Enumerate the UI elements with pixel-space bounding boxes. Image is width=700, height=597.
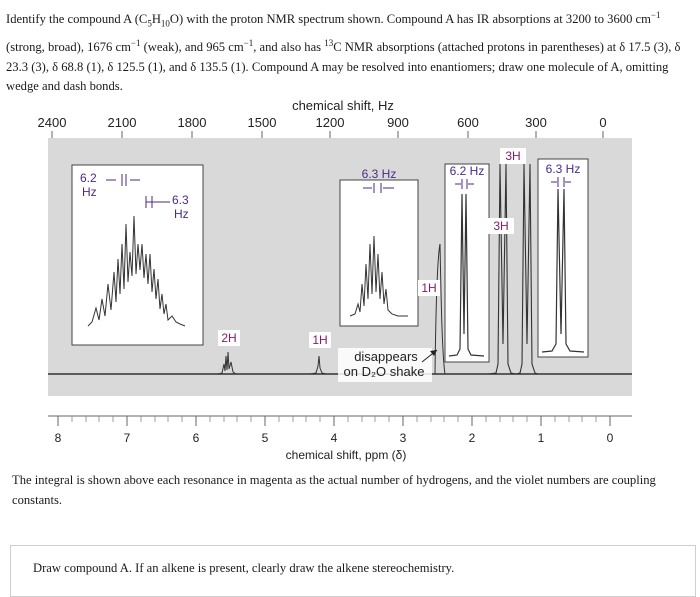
- bottom-tick-5: 5: [262, 431, 269, 445]
- top-tick-1200: 1200: [316, 115, 345, 130]
- coupling-6-3-middle: 6.3 Hz: [362, 167, 397, 181]
- bottom-tick-7: 7: [124, 431, 131, 445]
- answer-prompt: Draw compound A. If an alkene is present…: [33, 561, 455, 575]
- peak-doublet-main-b: [515, 163, 539, 375]
- top-tick-1800: 1800: [178, 115, 207, 130]
- note-arrowhead: [430, 350, 437, 356]
- top-tick-600: 600: [457, 115, 479, 130]
- doublet-trace-3h-b: [541, 188, 585, 353]
- coupling-markers: [106, 174, 571, 208]
- coupling-6-3-left-value: 6.3: [172, 193, 189, 207]
- top-tick-1500: 1500: [248, 115, 277, 130]
- bottom-axis-title: chemical shift, ppm (δ): [286, 448, 407, 462]
- peak-broad-oh: [434, 243, 446, 375]
- integral-3h-b: 3H: [505, 149, 520, 163]
- coupling-6-2-right: 6.2 Hz: [450, 164, 485, 178]
- coupling-6-2-left-value: 6.2: [80, 171, 97, 185]
- top-tick-2100: 2100: [108, 115, 137, 130]
- bottom-tick-3: 3: [400, 431, 407, 445]
- coupling-6-2-left-unit: Hz: [82, 185, 97, 199]
- peak-doublet-main-a: [487, 163, 517, 375]
- inset-multiplet-1h: [339, 179, 419, 327]
- peak-1h-main: [309, 355, 327, 375]
- caption-text: The integral is shown above each resonan…: [12, 473, 656, 507]
- coupling-6-3-left-unit: Hz: [174, 207, 189, 221]
- multiplet-trace-1h: [349, 235, 408, 317]
- answer-drawing-area[interactable]: Draw compound A. If an alkene is present…: [10, 545, 696, 597]
- note-d2o-shake: on D₂O shake: [344, 364, 425, 379]
- nmr-spectrum: chemical shift, Hz 2400 2100 1800 1500 1…: [38, 98, 632, 462]
- top-axis-title: chemical shift, Hz: [292, 98, 394, 113]
- question-text: Identify the compound A (C5H10O) with th…: [6, 10, 681, 94]
- bottom-tick-2: 2: [469, 431, 476, 445]
- integral-1h-a: 1H: [312, 333, 327, 347]
- note-disappears: disappears: [354, 349, 418, 364]
- bottom-tick-6: 6: [193, 431, 200, 445]
- bottom-tick-0: 0: [607, 431, 614, 445]
- multiplet-trace-2h: [87, 215, 186, 327]
- integral-1h-b: 1H: [421, 281, 436, 295]
- peak-2h-main: [217, 351, 237, 375]
- top-tick-900: 900: [387, 115, 409, 130]
- bottom-tick-8: 8: [55, 431, 62, 445]
- integral-3h-a: 3H: [493, 219, 508, 233]
- integral-2h: 2H: [221, 331, 236, 345]
- top-tick-0: 0: [599, 115, 606, 130]
- bottom-tick-4: 4: [331, 431, 338, 445]
- top-tick-2400: 2400: [38, 115, 67, 130]
- doublet-trace-3h-a: [448, 193, 485, 357]
- top-tick-300: 300: [525, 115, 547, 130]
- bottom-tick-1: 1: [538, 431, 545, 445]
- coupling-6-3-right: 6.3 Hz: [546, 162, 581, 176]
- bottom-axis-ticks: [48, 415, 632, 426]
